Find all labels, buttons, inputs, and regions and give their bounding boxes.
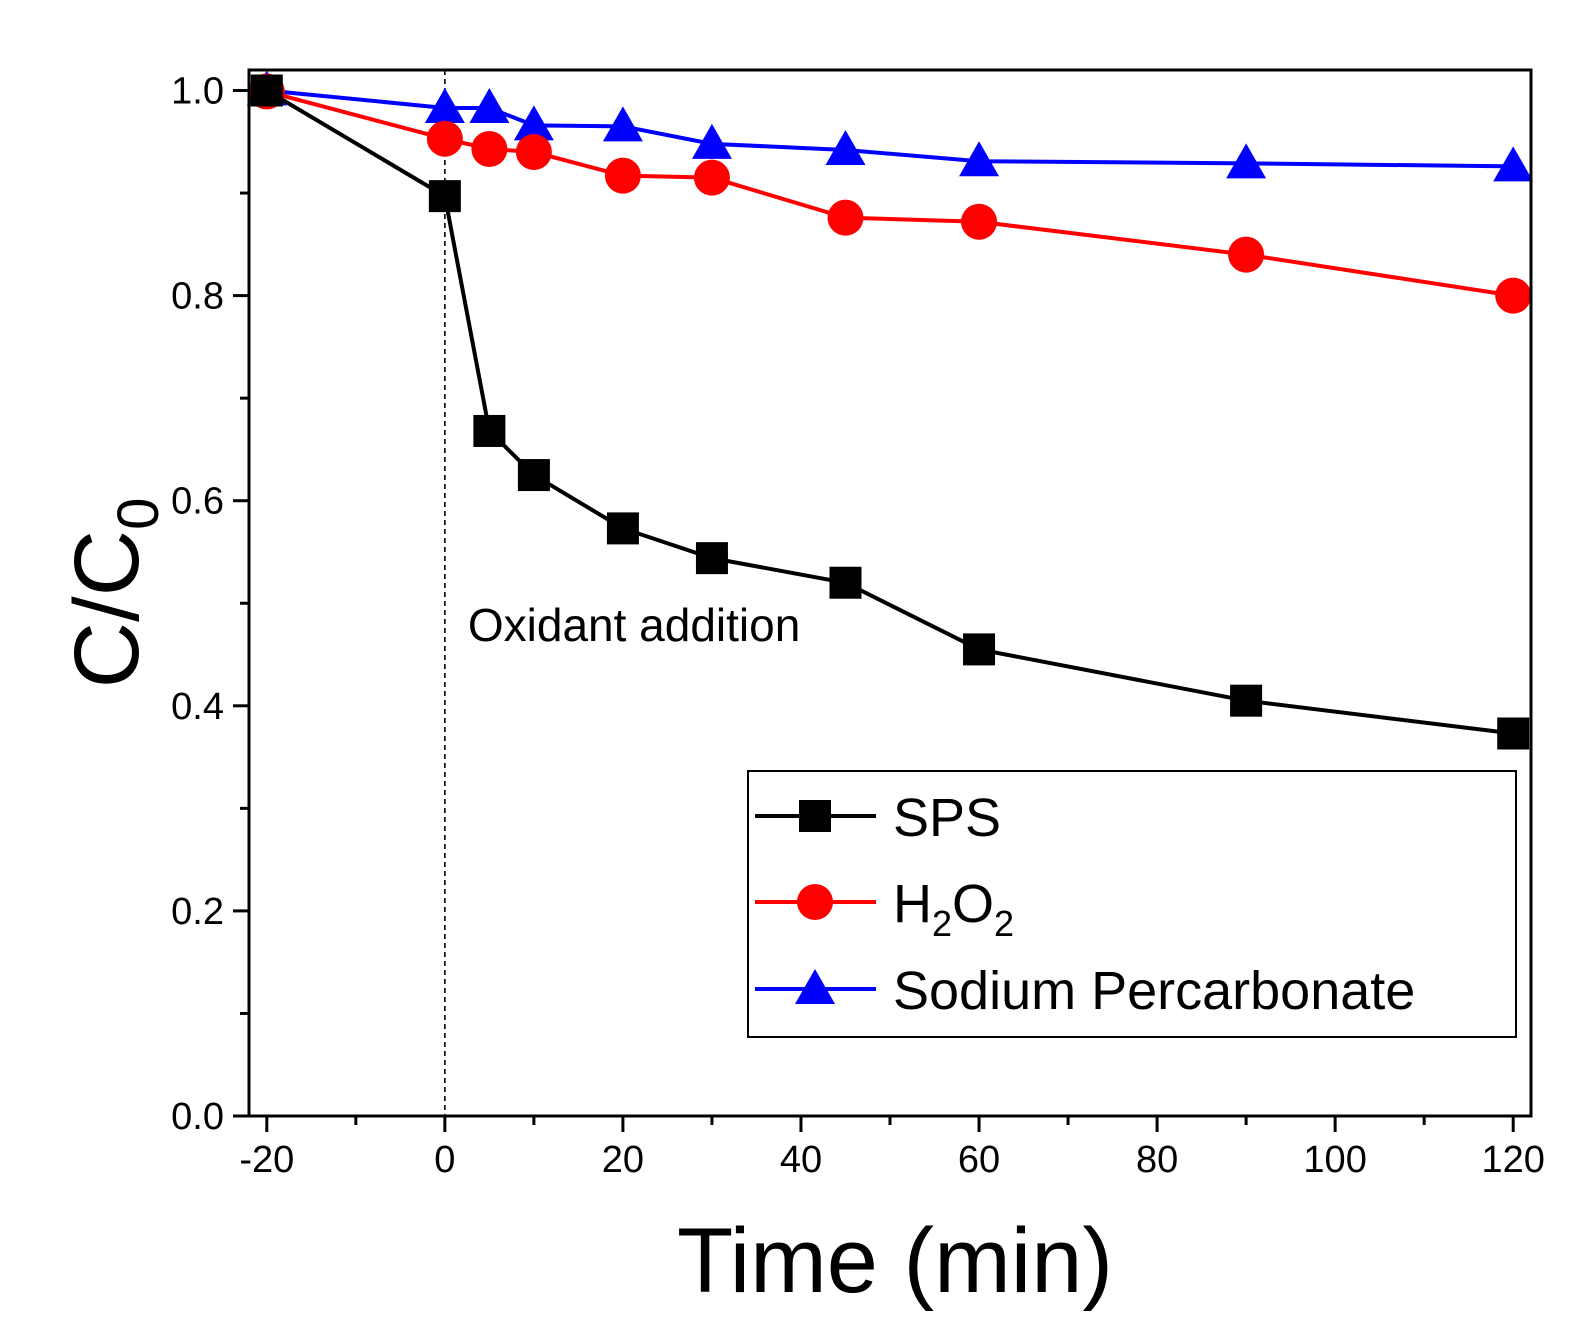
data-point-sodium-percarbonate [959,141,1000,177]
legend-label-sodium-percarbonate: Sodium Percarbonate [893,961,1415,1021]
data-point-sps [1497,717,1530,750]
legend-label-h2o2: H2O2 [893,874,1014,944]
y-tick-label: 0.6 [171,481,224,523]
data-point-sps [606,512,639,545]
y-tick-label: 0.2 [171,891,224,933]
legend-marker-sps [799,800,831,832]
x-tick-label: -20 [239,1139,294,1181]
x-tick-label: 0 [434,1139,455,1181]
data-point-h2o2 [961,203,998,240]
x-tick-label: 20 [602,1139,644,1181]
y-tick-label: 1.0 [171,71,224,113]
data-point-h2o2 [426,120,463,157]
series-sodium-percarbonate [246,70,1534,182]
data-point-h2o2 [1495,277,1532,314]
y-tick-label: 0.0 [171,1096,224,1138]
data-point-sodium-percarbonate [1226,143,1267,179]
data-point-sodium-percarbonate [825,129,866,165]
series-line-h2o2 [266,89,1514,298]
data-point-h2o2 [693,159,730,196]
y-tick-label: 0.4 [171,686,224,728]
data-point-h2o2 [827,199,864,236]
data-point-sps [829,566,862,599]
data-point-sps [1230,684,1263,717]
data-point-sps [250,74,283,107]
x-tick-label: 40 [780,1139,822,1181]
axis-titles: Time (min) C/C0 [56,498,1113,1312]
data-point-h2o2 [515,134,552,171]
data-point-sodium-percarbonate [602,106,643,142]
data-point-sodium-percarbonate [469,87,510,123]
y-tick-label: 0.8 [171,276,224,318]
data-point-sps [695,542,728,575]
series-layer [246,70,1534,750]
legend: SPS H2O2 Sodium Percarbonate [747,770,1517,1038]
x-tick-label: 120 [1481,1139,1544,1181]
data-point-h2o2 [604,157,641,194]
x-tick-label: 80 [1136,1139,1178,1181]
data-point-sps [428,180,461,213]
data-point-h2o2 [471,130,508,167]
x-axis-title: Time (min) [677,1210,1113,1312]
data-point-sps [963,633,996,666]
legend-marker-sodium-percarbonate [795,969,835,1004]
series-h2o2 [248,73,1532,314]
x-tick-label: 60 [958,1139,1000,1181]
x-tick-label: 100 [1303,1139,1366,1181]
data-point-sodium-percarbonate [513,105,554,141]
series-sps [250,74,1530,750]
data-point-sodium-percarbonate [691,123,732,159]
series-line-sodium-percarbonate [266,88,1514,169]
plot-frame [247,68,1533,1118]
data-point-sps [473,414,506,447]
series-line-sps [265,88,1514,736]
y-axis-title: C/C0 [56,498,171,689]
annotation-layer: Oxidant addition [444,70,800,1116]
data-point-sodium-percarbonate [1493,146,1534,182]
legend-marker-h2o2 [797,884,833,920]
legend-label-sps: SPS [893,788,1001,848]
oxidant-addition-label: Oxidant addition [468,599,800,651]
data-point-sodium-percarbonate [424,87,465,123]
data-point-sps [517,459,550,492]
data-point-h2o2 [1228,236,1265,273]
axis-ticks: -20 0 20 40 60 80 100 120 0.0 0.2 0.4 0.6 0.8 1.0 [171,71,1545,1181]
